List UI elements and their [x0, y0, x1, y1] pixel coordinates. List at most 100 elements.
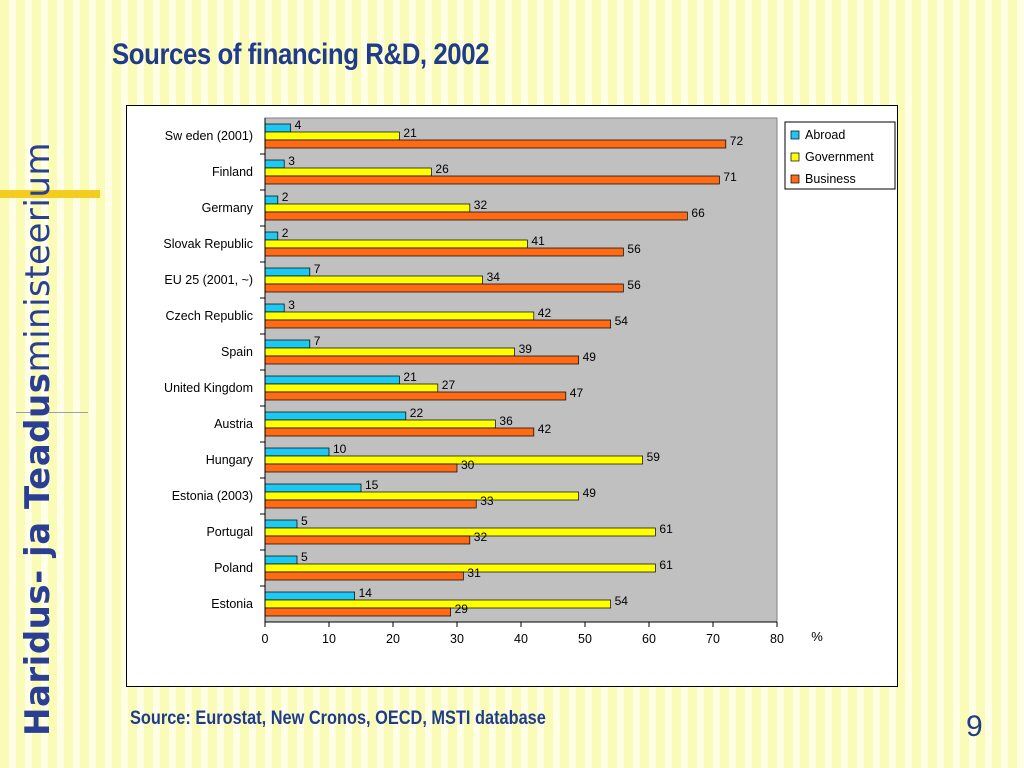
bar-government [264, 347, 515, 357]
data-label: 7 [314, 262, 321, 276]
legend [784, 121, 896, 190]
data-label: 54 [615, 594, 629, 608]
category-label: Finland [212, 165, 253, 179]
bar-business [264, 427, 535, 437]
data-label: 49 [583, 486, 597, 500]
bar-business [264, 355, 579, 365]
data-label: 61 [659, 522, 673, 536]
data-label: 33 [480, 494, 494, 508]
bar-business [264, 247, 624, 257]
bar-business [264, 571, 464, 581]
bar-government [264, 491, 579, 501]
legend-label: Business [805, 172, 856, 186]
category-label: Slovak Republic [163, 237, 253, 251]
bar-abroad [264, 591, 355, 601]
bar-business [264, 499, 477, 509]
bar-abroad [264, 375, 400, 385]
legend-swatch [790, 174, 800, 184]
bar-business [264, 463, 458, 473]
data-label: 5 [301, 550, 308, 564]
bar-abroad [264, 519, 298, 529]
category-label: Estonia [211, 597, 253, 611]
bar-business [264, 139, 727, 149]
x-tick-label: 70 [706, 632, 720, 646]
bar-business [264, 175, 720, 185]
category-label: Estonia (2003) [172, 489, 253, 503]
bar-government [264, 167, 432, 177]
data-label: 72 [730, 134, 744, 148]
bar-government [264, 527, 656, 537]
bar-business [264, 391, 567, 401]
data-label: 56 [627, 242, 641, 256]
bar-business [264, 211, 688, 221]
bar-government [264, 383, 439, 393]
page-number: 9 [966, 710, 983, 743]
data-label: 31 [467, 566, 481, 580]
bar-abroad [264, 339, 311, 349]
bar-government [264, 239, 528, 249]
data-label: 30 [461, 458, 475, 472]
bar-abroad [264, 231, 279, 241]
data-label: 39 [519, 342, 533, 356]
bar-government [264, 131, 400, 141]
source-note: Source: Eurostat, New Cronos, OECD, MSTI… [130, 708, 546, 729]
data-label: 22 [410, 406, 424, 420]
data-label: 10 [333, 442, 347, 456]
data-label: 2 [282, 190, 289, 204]
bar-government [264, 203, 471, 213]
legend-swatch [790, 152, 800, 162]
data-label: 26 [435, 162, 449, 176]
x-tick-label: 30 [450, 632, 464, 646]
category-label: EU 25 (2001, ~) [164, 273, 253, 287]
x-tick-label: 0 [262, 632, 269, 646]
bar-business [264, 283, 624, 293]
data-label: 32 [474, 530, 488, 544]
category-label: United Kingdom [164, 381, 253, 395]
x-tick-label: 20 [386, 632, 400, 646]
bar-abroad [264, 195, 279, 205]
x-axis-unit-label: % [811, 629, 823, 644]
ministry-text-bold: Haridus- ja Teadus [18, 372, 58, 736]
bar-government [264, 419, 496, 429]
bar-government [264, 311, 535, 321]
data-label: 3 [288, 154, 295, 168]
bar-abroad [264, 159, 285, 169]
category-label: Portugal [206, 525, 253, 539]
data-label: 5 [301, 514, 308, 528]
slide-title: Sources of financing R&D, 2002 [112, 38, 490, 71]
data-label: 2 [282, 226, 289, 240]
data-label: 29 [455, 602, 469, 616]
bar-abroad [264, 411, 407, 421]
bar-abroad [264, 123, 291, 133]
category-label: Austria [214, 417, 253, 431]
data-label: 4 [295, 118, 302, 132]
bar-government [264, 275, 483, 285]
bar-business [264, 319, 611, 329]
data-label: 41 [531, 234, 545, 248]
plot-area [264, 117, 778, 623]
data-label: 42 [538, 422, 552, 436]
data-label: 7 [314, 334, 321, 348]
category-label: Hungary [206, 453, 254, 467]
category-label: Czech Republic [165, 309, 253, 323]
x-tick-label: 40 [514, 632, 528, 646]
bar-business [264, 607, 451, 617]
data-label: 27 [442, 378, 456, 392]
data-label: 21 [403, 370, 417, 384]
ministry-logo-text: Haridus- ja Teadusministeerium [18, 142, 58, 736]
ministry-text-regular: ministeerium [18, 142, 58, 373]
data-label: 3 [288, 298, 295, 312]
bar-abroad [264, 447, 330, 457]
data-label: 54 [615, 314, 629, 328]
data-label: 34 [487, 270, 501, 284]
bar-abroad [264, 303, 285, 313]
legend-label: Government [805, 150, 874, 164]
data-label: 32 [474, 198, 488, 212]
category-label: Spain [221, 345, 253, 359]
data-label: 66 [691, 206, 705, 220]
gold-accent-bar [0, 190, 100, 198]
bar-abroad [264, 267, 311, 277]
x-tick-label: 60 [642, 632, 656, 646]
x-tick-label: 50 [578, 632, 592, 646]
x-tick-label: 80 [770, 632, 784, 646]
